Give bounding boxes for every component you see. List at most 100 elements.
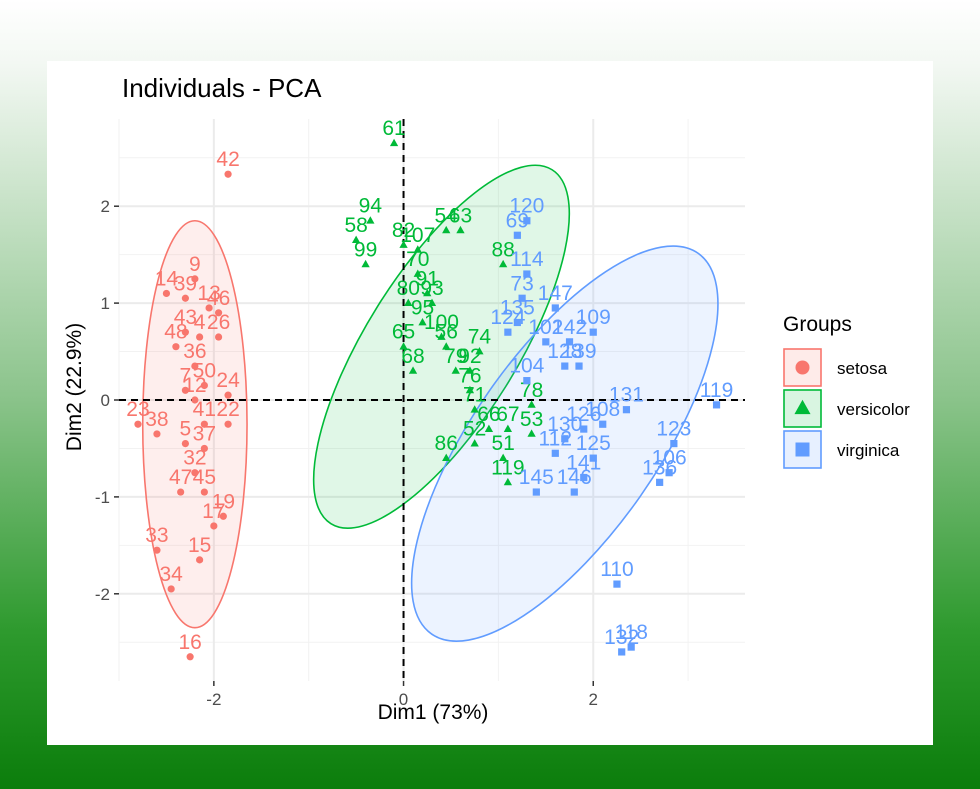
data-point-versicolor	[437, 332, 446, 340]
point-label-virginica: 142	[552, 316, 587, 339]
data-point-versicolor	[389, 138, 399, 147]
data-point-versicolor	[484, 424, 494, 432]
data-point-versicolor	[503, 477, 513, 486]
point-label-versicolor: 78	[520, 379, 543, 402]
data-point-setosa	[153, 546, 161, 554]
point-label-versicolor: 119	[491, 456, 524, 479]
point-label-versicolor: 71	[463, 384, 486, 407]
x-tick-label: 2	[589, 690, 598, 709]
point-label-virginica: 124	[490, 306, 525, 329]
point-label-versicolor: 86	[435, 432, 458, 455]
point-label-versicolor: 82	[392, 219, 415, 242]
point-label-virginica: 106	[652, 447, 687, 470]
point-label-setosa: 39	[174, 272, 197, 295]
point-label-setosa: 45	[193, 466, 216, 489]
data-point-versicolor	[361, 259, 370, 268]
point-label-versicolor: 92	[458, 345, 481, 368]
point-label-virginica: 139	[561, 340, 596, 363]
data-point-setosa	[181, 386, 189, 394]
legend-label-setosa: setosa	[837, 359, 888, 378]
data-point-versicolor	[351, 235, 361, 244]
point-label-setosa: 50	[193, 359, 216, 382]
data-point-versicolor	[527, 429, 536, 437]
data-point-setosa	[191, 469, 199, 477]
data-point-virginica	[627, 643, 635, 651]
data-point-versicolor	[427, 298, 437, 306]
legend-marker-virginica	[795, 442, 810, 457]
data-point-virginica	[656, 478, 664, 486]
data-point-versicolor	[451, 366, 460, 374]
data-point-setosa	[181, 440, 189, 448]
point-label-versicolor: 70	[406, 248, 429, 271]
point-label-virginica: 119	[700, 379, 733, 402]
point-label-virginica: 120	[509, 195, 544, 218]
data-point-versicolor	[503, 424, 513, 432]
confidence-ellipse-setosa	[141, 219, 248, 629]
point-label-versicolor: 93	[420, 277, 443, 300]
point-label-virginica: 141	[566, 452, 601, 475]
point-label-virginica: 136	[642, 456, 677, 479]
point-label-virginica: 109	[576, 306, 611, 329]
point-label-virginica: 145	[519, 466, 554, 489]
point-label-virginica: 128	[547, 340, 582, 363]
point-label-virginica: 131	[609, 384, 644, 407]
data-point-versicolor	[465, 385, 475, 394]
point-label-versicolor: 52	[463, 418, 486, 441]
data-point-versicolor	[456, 225, 465, 234]
data-point-versicolor	[399, 240, 408, 248]
data-point-virginica	[551, 449, 559, 457]
chart-panel: Individuals - PCA 42 9 14 39 13 46 43 4 26 48 36 7 5…	[47, 61, 933, 745]
data-point-setosa	[214, 333, 223, 341]
point-label-virginica: 114	[510, 248, 544, 271]
chart-title: Individuals - PCA	[122, 73, 322, 103]
point-label-virginica: 108	[585, 398, 620, 421]
y-tick-label: 1	[101, 294, 110, 313]
data-point-setosa	[200, 381, 208, 390]
data-point-versicolor	[404, 298, 413, 306]
data-point-setosa	[214, 309, 223, 317]
data-point-setosa	[191, 362, 199, 370]
point-label-setosa: 9	[189, 253, 201, 276]
data-point-setosa	[153, 430, 161, 438]
data-point-virginica	[622, 406, 631, 414]
legend: Groups setosa versicolor virginica	[783, 313, 910, 469]
data-point-virginica	[523, 377, 531, 385]
data-point-versicolor	[442, 225, 451, 234]
data-point-setosa	[186, 653, 194, 661]
point-label-setosa: 26	[207, 311, 230, 334]
point-label-versicolor: 67	[496, 403, 519, 426]
point-label-versicolor: 51	[491, 432, 514, 455]
data-point-virginica	[542, 338, 550, 346]
data-point-setosa	[196, 333, 204, 341]
x-tick-label: -2	[206, 690, 221, 709]
point-label-setosa: 17	[202, 500, 225, 523]
point-label-virginica: 123	[656, 418, 691, 441]
point-label-virginica: 146	[557, 466, 592, 489]
data-point-setosa	[181, 328, 189, 336]
point-label-setosa: 48	[164, 321, 187, 344]
data-point-versicolor	[418, 317, 427, 326]
point-label-setosa: 43	[174, 306, 197, 329]
point-label-setosa: 41	[193, 398, 216, 421]
data-point-virginica	[565, 338, 574, 346]
point-label-versicolor: 91	[416, 267, 439, 290]
point-label-setosa: 7	[180, 364, 192, 387]
point-label-setosa: 14	[155, 267, 179, 290]
data-point-versicolor	[413, 245, 422, 253]
point-label-versicolor: 56	[435, 321, 458, 344]
point-label-setosa: 19	[212, 490, 235, 513]
point-label-versicolor: 66	[477, 403, 500, 426]
data-point-virginica	[504, 328, 512, 336]
point-label-virginica: 102	[528, 316, 563, 339]
point-label-virginica: 132	[604, 626, 639, 649]
point-label-virginica: 118	[614, 621, 647, 644]
point-label-versicolor: 68	[401, 345, 424, 368]
point-label-virginica: 69	[506, 209, 529, 232]
data-point-virginica	[523, 270, 531, 278]
data-point-versicolor	[423, 288, 432, 297]
point-label-versicolor: 76	[458, 364, 481, 387]
data-point-virginica	[670, 440, 678, 448]
data-point-virginica	[599, 420, 607, 428]
